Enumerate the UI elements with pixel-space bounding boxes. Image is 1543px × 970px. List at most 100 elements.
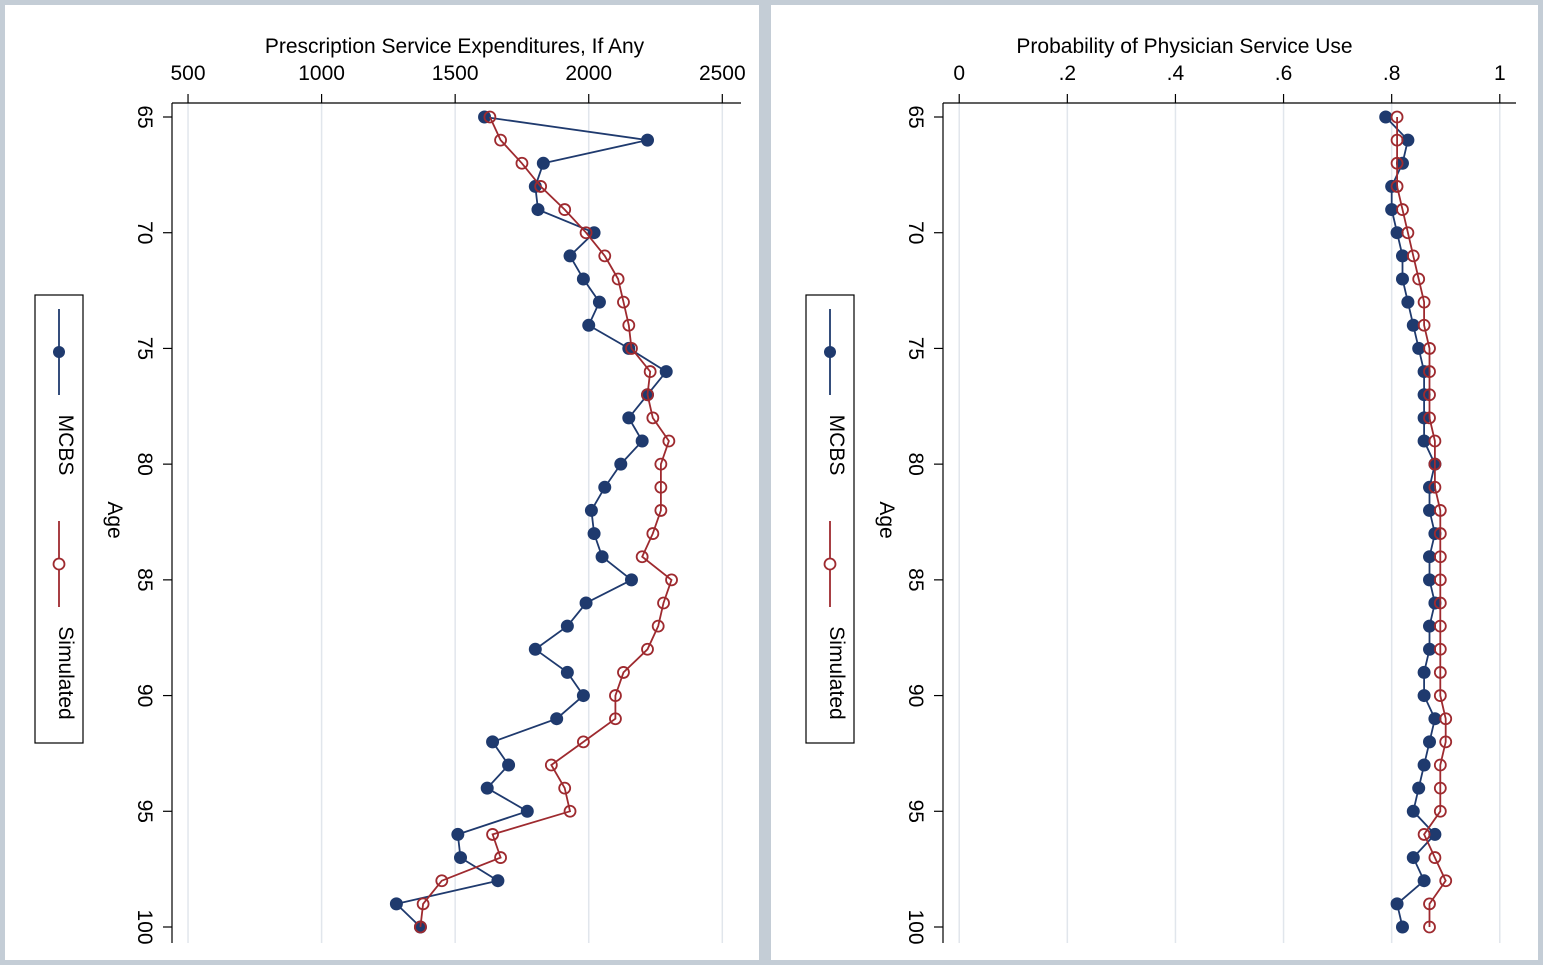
left-point-mcbs xyxy=(592,295,606,309)
left-point-mcbs xyxy=(454,851,468,865)
left-point-simulated xyxy=(609,689,622,702)
right-point-mcbs xyxy=(1406,851,1420,865)
right-point-simulated xyxy=(1417,828,1431,841)
right-legend-label: MCBS xyxy=(825,415,848,476)
right-plot-area xyxy=(943,103,1516,943)
right-point-simulated xyxy=(1439,712,1453,726)
right-point-simulated xyxy=(1401,226,1415,240)
left-point-simulated xyxy=(617,295,630,309)
right-point-simulated xyxy=(1428,480,1442,494)
left-point-mcbs xyxy=(659,365,673,379)
left-point-mcbs xyxy=(550,712,564,726)
right-point-mcbs xyxy=(1412,341,1426,355)
right-point-mcbs xyxy=(1423,642,1437,656)
left-point-mcbs xyxy=(579,596,593,610)
right-point-simulated xyxy=(1423,342,1436,355)
left-point-simulated xyxy=(558,203,572,216)
left-y-tick-label: 100 xyxy=(133,909,156,944)
left-point-simulated xyxy=(646,411,660,425)
left-point-simulated xyxy=(662,434,676,448)
left-x-tick-label: 1000 xyxy=(298,62,345,85)
right-point-simulated xyxy=(1433,804,1447,818)
right-point-mcbs xyxy=(1390,226,1404,240)
right-x-tick-label: .2 xyxy=(1059,62,1077,85)
left-y-tick-label: 90 xyxy=(133,684,156,707)
right-point-simulated xyxy=(1433,666,1447,679)
left-point-mcbs xyxy=(560,665,574,679)
left-point-simulated xyxy=(579,226,593,240)
right-x-axis-title: Probability of Physician Service Use xyxy=(1016,35,1352,58)
right-point-simulated xyxy=(1433,758,1447,772)
right-point-mcbs xyxy=(1406,318,1420,332)
left-y-tick-label: 70 xyxy=(133,221,156,244)
right-y-tick-label: 95 xyxy=(904,800,927,823)
right-point-mcbs xyxy=(1417,689,1431,703)
left-point-simulated xyxy=(622,318,636,332)
left-point-mcbs xyxy=(584,503,598,517)
left-y-tick-label: 80 xyxy=(133,452,156,475)
right-y-tick-label: 75 xyxy=(904,337,927,360)
right-point-mcbs xyxy=(1423,550,1437,564)
right-legend-label: Simulated xyxy=(825,626,848,719)
right-point-mcbs xyxy=(1423,735,1437,749)
left-point-simulated xyxy=(563,804,577,818)
left-point-mcbs xyxy=(614,457,628,471)
right-point-simulated xyxy=(1439,735,1453,749)
left-point-mcbs xyxy=(576,689,590,703)
right-point-mcbs xyxy=(1401,295,1415,309)
right-point-mcbs xyxy=(1390,897,1404,911)
left-point-mcbs xyxy=(531,203,545,217)
left-point-simulated xyxy=(416,897,430,911)
right-point-mcbs xyxy=(1412,781,1426,795)
left-x-tick-label: 2000 xyxy=(565,62,612,85)
right-point-mcbs xyxy=(1417,758,1431,772)
right-legend: MCBS Simulated xyxy=(805,294,855,744)
left-y-axis-title: Age xyxy=(103,501,126,538)
right-point-mcbs xyxy=(1423,619,1437,633)
right-y-tick-label: 65 xyxy=(904,105,927,128)
left-point-simulated xyxy=(641,642,654,656)
left-point-simulated xyxy=(576,735,590,749)
right-point-mcbs xyxy=(1385,203,1399,217)
left-point-simulated xyxy=(486,828,499,841)
left-point-simulated xyxy=(611,272,625,286)
right-x-tick-label: .4 xyxy=(1167,62,1185,85)
right-point-simulated xyxy=(1390,133,1404,147)
left-point-simulated xyxy=(654,480,668,494)
right-y-tick-label: 85 xyxy=(904,568,927,591)
right-point-simulated xyxy=(1423,388,1436,402)
left-point-mcbs xyxy=(595,550,609,564)
left-x-tick-label: 2500 xyxy=(699,62,746,85)
right-series-line-simulated xyxy=(1396,117,1447,927)
left-point-simulated xyxy=(625,342,638,355)
left-point-simulated xyxy=(654,504,668,517)
right-point-simulated xyxy=(1433,527,1447,540)
left-point-simulated xyxy=(544,758,558,772)
right-point-simulated xyxy=(1428,851,1442,864)
right-chart: 0 .2 .4 .6 .8 1 Probability of Physician Servi… xyxy=(805,35,1516,945)
left-point-mcbs xyxy=(480,781,494,795)
left-legend: MCBS Simulated xyxy=(34,294,84,744)
right-point-simulated xyxy=(1428,457,1442,471)
left-point-mcbs xyxy=(622,411,636,425)
left-point-mcbs xyxy=(582,318,596,332)
right-point-simulated xyxy=(1433,504,1447,517)
right-x-tick-label: 0 xyxy=(953,62,965,85)
right-point-mcbs xyxy=(1401,133,1415,147)
right-point-simulated xyxy=(1406,249,1420,263)
left-point-simulated xyxy=(414,920,427,934)
right-point-simulated xyxy=(1412,272,1426,286)
left-point-simulated xyxy=(641,388,654,402)
left-legend-label: Simulated xyxy=(54,626,77,719)
left-point-simulated xyxy=(651,619,665,633)
left-point-mcbs xyxy=(389,897,403,911)
right-point-mcbs xyxy=(1395,249,1409,263)
left-point-simulated xyxy=(598,249,612,263)
right-y-axis-title: Age xyxy=(875,501,898,538)
left-legend-label: MCBS xyxy=(54,415,77,476)
left-point-mcbs xyxy=(502,758,516,772)
left-point-mcbs xyxy=(635,434,649,448)
left-point-simulated xyxy=(435,874,449,888)
right-point-simulated xyxy=(1433,596,1447,610)
